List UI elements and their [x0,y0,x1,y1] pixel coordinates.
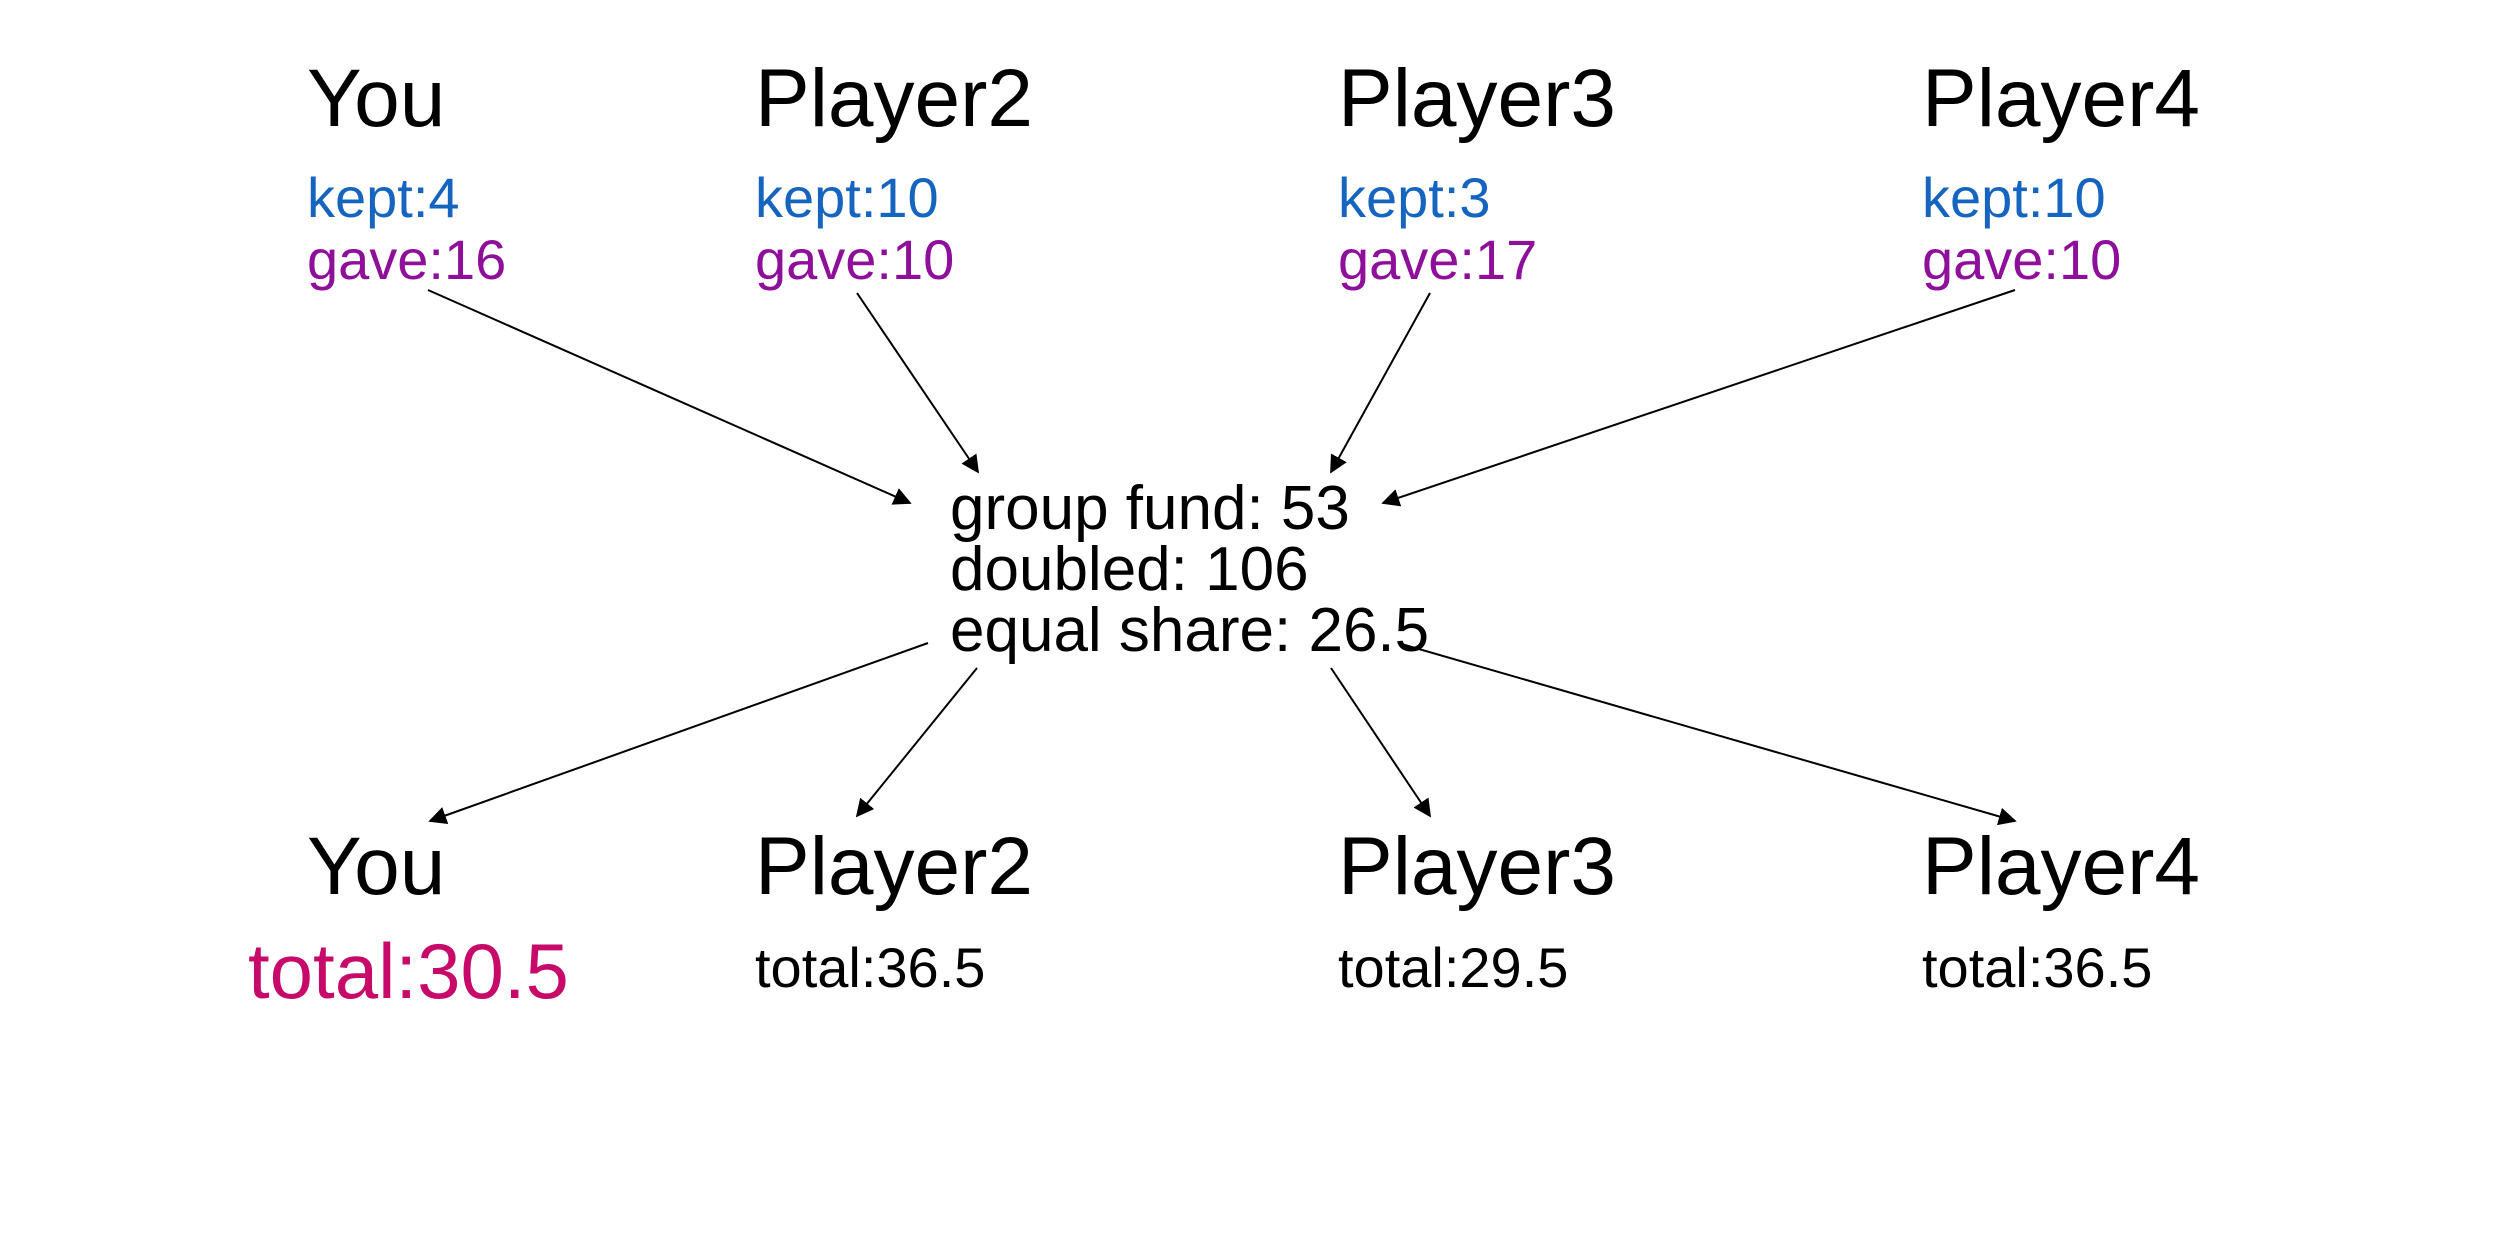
contributor-kept: kept:10 [755,166,939,229]
contributor-name: Player3 [1338,53,1617,144]
contributor-kept: kept:4 [307,166,460,229]
contributor-name: Player4 [1922,53,2201,144]
arrow-fund-to-you [428,642,929,825]
group-fund-equal-share: equal share: 26.5 [950,596,1430,665]
contributor-gave: gave:16 [307,228,507,291]
contributor-gave: gave:17 [1338,228,1538,291]
arrow-player3-to-fund [1330,292,1431,474]
result-total-highlight: total:30.5 [248,927,569,1015]
arrow-player2-to-fund [856,292,980,474]
result-total: total:36.5 [755,936,986,999]
contributor-gave: gave:10 [755,228,955,291]
result-total: total:36.5 [1922,936,2153,999]
arrow-fund-to-player4 [1397,642,2017,826]
arrow-you-to-fund [427,289,912,505]
result-name: Player2 [755,821,1034,912]
group-fund-doubled: doubled: 106 [950,535,1309,604]
contributor-name: You [307,53,446,144]
contributor-kept: kept:3 [1338,166,1491,229]
contributor-name: Player2 [755,53,1034,144]
arrow-fund-to-player2 [855,667,978,818]
result-name: You [307,821,446,912]
result-total: total:29.5 [1338,936,1569,999]
contributor-kept: kept:10 [1922,166,2106,229]
arrow-player4-to-fund [1381,289,2016,507]
result-name: Player4 [1922,821,2201,912]
result-name: Player3 [1338,821,1617,912]
group-fund-total: group fund: 53 [950,474,1350,543]
contributor-gave: gave:10 [1922,228,2122,291]
arrow-fund-to-player3 [1330,667,1432,818]
